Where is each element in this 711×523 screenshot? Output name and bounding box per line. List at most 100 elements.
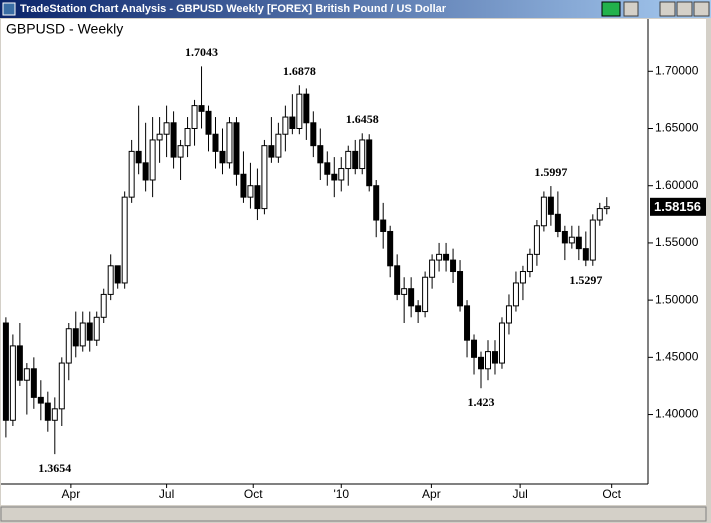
x-tick-label: '10 [333,487,349,501]
high-annotation: 1.5997 [534,165,567,179]
candle-body [247,185,254,198]
x-tick-label: Apr [62,487,81,501]
candle-body [324,162,331,175]
candle-body [261,145,268,210]
maximize-button[interactable] [676,1,693,17]
candle-body [352,150,359,170]
chart-area [1,19,706,505]
candle-body [296,93,303,129]
candle-body [345,150,352,170]
candle-body [561,230,568,244]
y-tick-label: 1.40000 [655,407,699,421]
candle-body [177,145,184,158]
candle-body [114,265,121,284]
candle-body [408,288,415,307]
candle-body [163,122,170,135]
candle-body [484,351,491,370]
x-tick-label: Oct [244,487,263,501]
candle-body [121,196,128,284]
candle-body [450,259,457,273]
candle-body [464,305,471,341]
candle-body [23,368,30,381]
candle-body [540,196,547,227]
candle-body [547,196,554,215]
high-annotation: 1.7043 [185,45,218,59]
candle-body [317,145,324,164]
candle-body [603,206,610,210]
candle-body [51,408,58,421]
last-price-box [650,197,706,216]
candle-body [2,322,9,421]
x-tick-label: Jul [512,487,527,501]
candle-body [226,122,233,164]
candle-body [478,356,485,370]
window-title: TradeStation Chart Analysis - GBPUSD Wee… [20,3,447,15]
plot: 1.40000 1.45000 1.50000 1.55000 1.60000 1.650… [2,63,706,501]
candle-body [422,276,429,313]
candle-body [380,219,387,232]
menu-button[interactable] [623,1,639,17]
scrollbar[interactable] [0,506,707,522]
candle-body [170,122,177,158]
y-tick-label: 1.65000 [655,121,699,135]
candle-body [79,322,86,347]
candle-body [366,139,373,187]
chart-title: GBPUSD - Weekly [6,21,123,37]
candle-body [268,145,275,158]
y-tick-label: 1.55000 [655,235,699,249]
minimize-button[interactable] [659,1,676,17]
candle-body [415,305,422,313]
candle-body [554,213,561,232]
candle-body [533,225,540,255]
candle-body [310,122,317,147]
close-button[interactable] [693,1,710,17]
x-tick-label: Jul [159,487,174,501]
low-annotation: 1.5297 [569,273,602,287]
x-tick-label: Apr [422,487,441,501]
candle-body [429,259,436,278]
candle-body [16,345,23,381]
candle-body [58,362,65,410]
candle-body [233,122,240,175]
y-tick-label: 1.50000 [655,292,699,306]
candle-body [240,173,247,198]
candle-body [338,168,345,181]
candle-body [519,271,526,284]
candle-body [212,133,219,152]
candle-body [303,93,310,124]
candle-body [135,150,142,164]
candle-body [275,133,282,158]
candle-body [128,150,135,198]
y-tick-label: 1.45000 [655,350,699,364]
candle-body [156,133,163,141]
candle-body [436,253,443,261]
last-price-label: 1.58156 [654,199,701,214]
high-annotation: 1.6878 [283,64,316,78]
candle-body [582,248,589,261]
symbol-button[interactable] [601,1,621,17]
title-bar [0,0,711,18]
candle-body [394,265,401,295]
candle-body [44,402,51,421]
y-tick-label: 1.70000 [655,63,699,77]
candle-body [107,265,114,295]
candle-body [401,288,408,295]
x-tick-label: Oct [602,487,621,501]
candle-body [93,316,100,341]
candle-body [37,396,44,404]
candle-body [589,219,596,261]
candle-body [65,328,72,364]
candle-body [289,116,296,129]
candle-body [219,150,226,164]
low-annotation: 1.423 [468,395,495,409]
candle-body [198,105,205,112]
candle-body [30,368,37,398]
candle-body [254,185,261,210]
candle-body [498,322,505,364]
candle-body [149,139,156,181]
candle-body [373,185,380,221]
candle-body [9,345,16,421]
candle-body [191,105,198,129]
